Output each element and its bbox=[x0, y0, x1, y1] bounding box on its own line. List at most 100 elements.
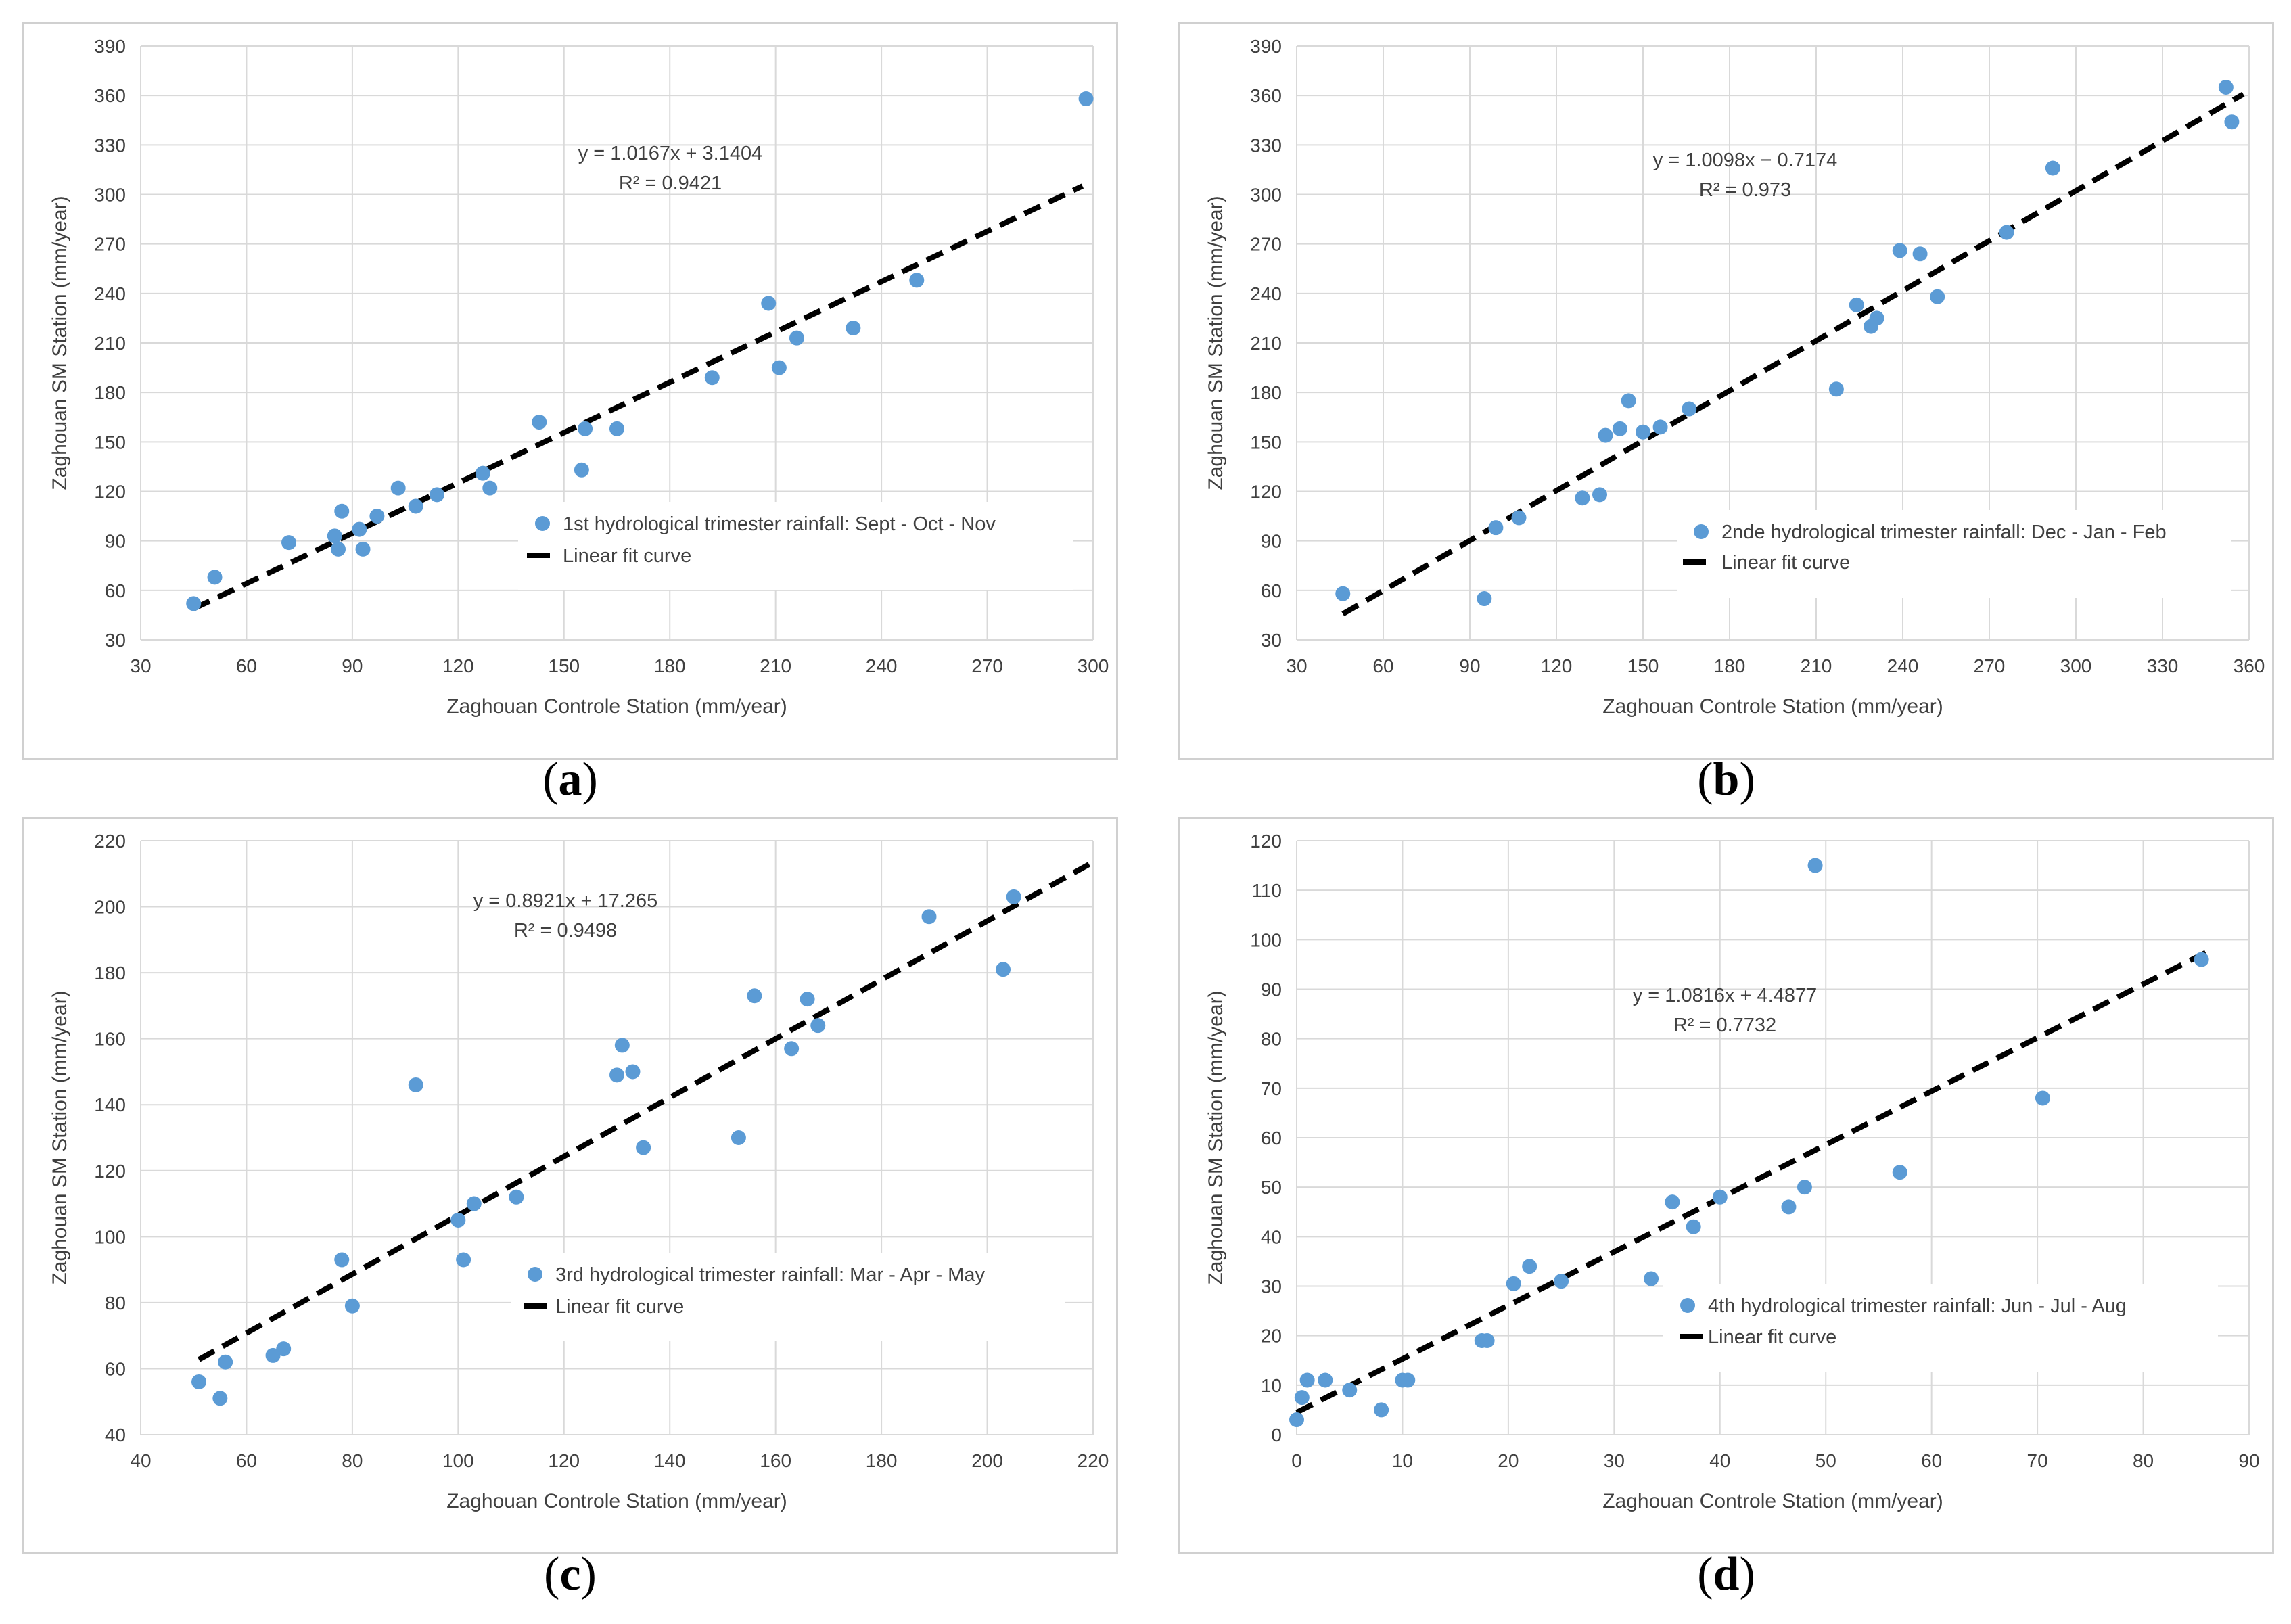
y-axis-title: Zaghouan SM Station (mm/year) bbox=[49, 990, 71, 1284]
data-point bbox=[207, 570, 223, 585]
x-tick-label: 330 bbox=[2147, 655, 2179, 676]
caption-d: (d) bbox=[1697, 1548, 1755, 1600]
y-tick-label: 40 bbox=[1261, 1226, 1282, 1247]
y-tick-label: 300 bbox=[94, 185, 126, 206]
data-point bbox=[1712, 1189, 1728, 1205]
x-tick-label: 150 bbox=[548, 655, 580, 676]
legend-marker bbox=[1694, 524, 1709, 539]
legend-marker bbox=[1680, 1298, 1695, 1313]
caption-b: (b) bbox=[1697, 753, 1755, 806]
data-point bbox=[784, 1041, 800, 1057]
x-tick-label: 10 bbox=[1392, 1450, 1413, 1471]
data-point bbox=[1299, 1372, 1315, 1388]
y-tick-label: 20 bbox=[1261, 1326, 1282, 1347]
data-point bbox=[1621, 393, 1636, 409]
y-tick-label: 210 bbox=[1250, 333, 1282, 354]
data-point bbox=[334, 503, 350, 519]
y-tick-label: 80 bbox=[1261, 1029, 1282, 1050]
data-point bbox=[276, 1341, 292, 1357]
data-point bbox=[265, 1347, 281, 1363]
y-tick-label: 180 bbox=[94, 962, 126, 983]
caption-b-label: b bbox=[1713, 753, 1740, 806]
chart-b: 30 60 90 120 150 180 210 240 270 300 330 360 30 60 90 1… bbox=[1205, 36, 2265, 718]
y-tick-label: 270 bbox=[94, 234, 126, 255]
data-point bbox=[466, 1196, 482, 1211]
data-point bbox=[761, 296, 777, 311]
x-tick-label: 140 bbox=[654, 1450, 686, 1471]
data-point bbox=[2035, 1090, 2050, 1106]
data-point bbox=[1289, 1412, 1304, 1428]
data-point bbox=[846, 321, 861, 336]
data-point bbox=[450, 1212, 466, 1228]
y-tick-label: 100 bbox=[94, 1226, 126, 1247]
data-point bbox=[331, 541, 346, 557]
x-tick-label: 180 bbox=[1714, 655, 1746, 676]
data-point bbox=[625, 1064, 641, 1080]
y-tick-label: 30 bbox=[1261, 1276, 1282, 1297]
y-tick-label: 150 bbox=[94, 432, 126, 453]
x-tick-label: 100 bbox=[442, 1450, 474, 1471]
data-point bbox=[789, 330, 804, 346]
data-point bbox=[1477, 591, 1492, 607]
y-tick-label: 120 bbox=[1250, 831, 1282, 852]
x-tick-label: 60 bbox=[236, 655, 257, 676]
data-point bbox=[430, 487, 445, 503]
y-tick-label: 60 bbox=[105, 580, 126, 601]
fit-line bbox=[1295, 950, 2208, 1415]
data-point bbox=[1781, 1199, 1797, 1215]
x-tick-label: 60 bbox=[1372, 655, 1393, 676]
x-tick-label: 30 bbox=[1286, 655, 1307, 676]
r-squared: R² = 0.9498 bbox=[514, 920, 617, 942]
fit-equation: y = 1.0816x + 4.4877 bbox=[1633, 985, 1818, 1006]
x-tick-label: 300 bbox=[1078, 655, 1109, 676]
x-tick-label: 200 bbox=[971, 1450, 1003, 1471]
data-point bbox=[909, 273, 925, 288]
y-tick-label: 0 bbox=[1271, 1424, 1282, 1445]
y-tick-label: 10 bbox=[1261, 1375, 1282, 1396]
data-point bbox=[1797, 1180, 1812, 1195]
legend-marker bbox=[528, 1267, 542, 1282]
y-tick-label: 40 bbox=[105, 1424, 126, 1445]
data-point bbox=[1636, 424, 1650, 440]
data-point bbox=[810, 1018, 826, 1034]
y-tick-label: 100 bbox=[1250, 929, 1282, 950]
data-point bbox=[532, 415, 547, 430]
y-axis-title: Zaghouan SM Station (mm/year) bbox=[1205, 990, 1227, 1284]
data-point bbox=[1644, 1271, 1659, 1286]
data-point bbox=[408, 498, 423, 514]
x-tick-label: 90 bbox=[342, 655, 363, 676]
x-tick-label: 360 bbox=[2234, 655, 2265, 676]
y-tick-label: 70 bbox=[1261, 1078, 1282, 1099]
y-tick-label: 180 bbox=[1250, 382, 1282, 403]
data-point bbox=[2224, 114, 2240, 130]
data-point bbox=[609, 1067, 624, 1083]
legend-background bbox=[511, 1253, 1065, 1341]
x-axis-title: Zaghouan Controle Station (mm/year) bbox=[1602, 1490, 1943, 1512]
x-tick-label: 210 bbox=[1801, 655, 1832, 676]
chart-panel-c: 40 60 80 100 120 140 160 180 200 220 40 60 80 100 120 1… bbox=[22, 817, 1118, 1554]
legend-points-label: 4th hydrological trimester rainfall: Jun… bbox=[1708, 1295, 2127, 1317]
data-point bbox=[1488, 520, 1504, 536]
x-tick-label: 120 bbox=[442, 655, 474, 676]
chart-panel-b: 30 60 90 120 150 180 210 240 270 300 330 360 30 60 90 1… bbox=[1178, 22, 2274, 760]
y-tick-label: 60 bbox=[1261, 1128, 1282, 1149]
y-tick-label: 30 bbox=[1261, 630, 1282, 651]
chart-c: 40 60 80 100 120 140 160 180 200 220 40 60 80 100 120 1… bbox=[49, 831, 1109, 1512]
y-tick-label: 360 bbox=[1250, 85, 1282, 106]
data-point bbox=[747, 988, 762, 1004]
y-tick-label: 60 bbox=[105, 1358, 126, 1379]
x-tick-label: 120 bbox=[548, 1450, 580, 1471]
chart-a: 30 60 90 120 150 180 210 240 270 300 30 60 90 120 150 1… bbox=[49, 36, 1109, 718]
data-point bbox=[475, 465, 490, 481]
data-point bbox=[1078, 91, 1094, 107]
x-tick-label: 30 bbox=[130, 655, 151, 676]
y-tick-label: 120 bbox=[94, 482, 126, 503]
data-point bbox=[1999, 225, 2014, 240]
x-tick-label: 270 bbox=[971, 655, 1003, 676]
data-point bbox=[482, 480, 498, 496]
data-point bbox=[1335, 586, 1351, 601]
fit-line bbox=[198, 860, 1094, 1362]
data-point bbox=[509, 1189, 524, 1205]
data-point bbox=[731, 1130, 746, 1145]
data-point bbox=[614, 1038, 630, 1053]
